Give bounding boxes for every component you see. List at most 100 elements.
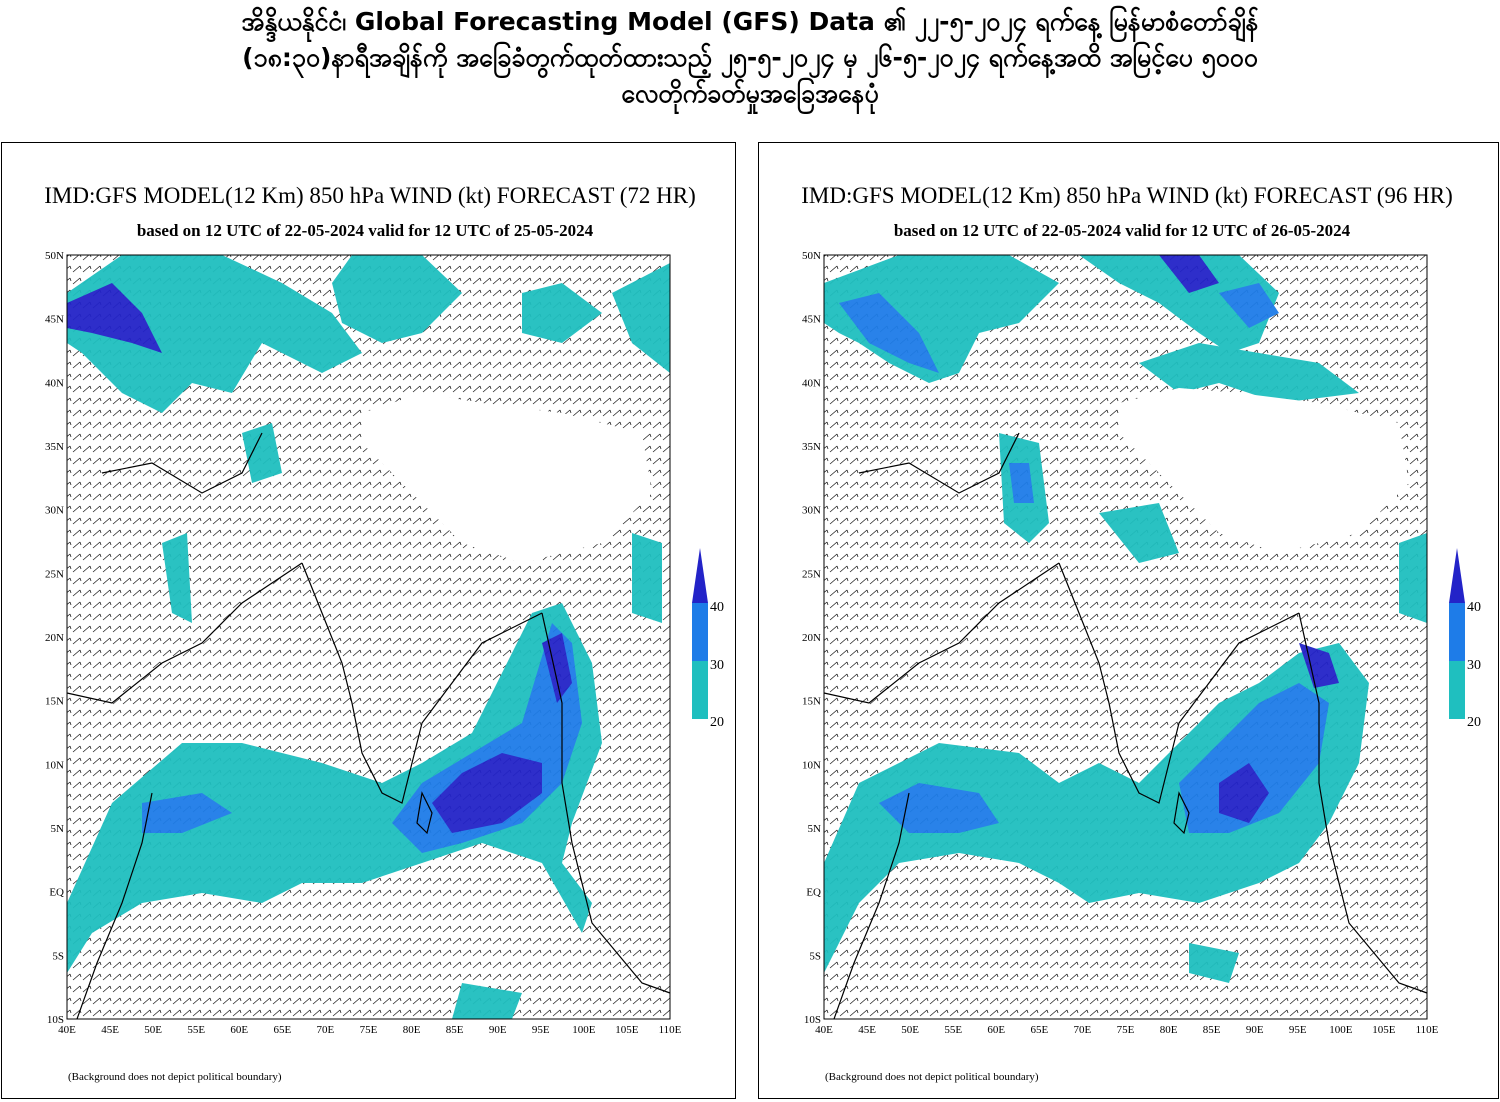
x-tick-label: 80E bbox=[403, 1024, 421, 1036]
x-tick-label: 110E bbox=[1416, 1024, 1439, 1036]
colorbar-30kt bbox=[692, 603, 708, 661]
x-tick-label: 95E bbox=[532, 1024, 550, 1036]
x-tick-label: 100E bbox=[572, 1024, 596, 1036]
colorbar-30kt bbox=[1449, 603, 1465, 661]
x-tick-label: 80E bbox=[1160, 1024, 1178, 1036]
x-tick-label: 105E bbox=[1372, 1024, 1396, 1036]
y-tick-label: 10S bbox=[47, 1014, 64, 1026]
wind-shading bbox=[67, 255, 670, 1019]
x-tick-label: 85E bbox=[446, 1024, 464, 1036]
y-tick-label: 5S bbox=[809, 950, 821, 962]
x-axis-ticks: 40E 45E 50E 55E 60E 65E 70E 75E 80E 85E 90E 95E 100E… bbox=[815, 1024, 1439, 1036]
x-tick-label: 65E bbox=[273, 1024, 291, 1036]
x-tick-label: 60E bbox=[987, 1024, 1005, 1036]
map-area bbox=[66, 254, 671, 1020]
forecast-panel-96hr: IMD:GFS MODEL(12 Km) 850 hPa WIND (kt) F… bbox=[758, 142, 1499, 1099]
shade-20kt bbox=[1079, 255, 1279, 353]
x-tick-label: 55E bbox=[944, 1024, 962, 1036]
shade-30kt bbox=[1219, 283, 1279, 328]
forecast-map-96hr: IMD:GFS MODEL(12 Km) 850 hPa WIND (kt) F… bbox=[801, 183, 1481, 1083]
colorbar-label-40: 40 bbox=[1467, 600, 1481, 615]
map-frame bbox=[823, 254, 1428, 1020]
x-tick-label: 95E bbox=[1289, 1024, 1307, 1036]
x-tick-label: 75E bbox=[1117, 1024, 1135, 1036]
high-terrain-mask bbox=[362, 393, 652, 563]
forecast-map-72hr: IMD:GFS MODEL(12 Km) 850 hPa WIND (kt) F… bbox=[44, 183, 724, 1083]
y-tick-label: 20N bbox=[802, 632, 821, 644]
y-tick-label: 5N bbox=[808, 823, 822, 835]
shade-20kt bbox=[824, 255, 1059, 383]
y-tick-label: 20N bbox=[45, 632, 64, 644]
colorbar-label-40: 40 bbox=[710, 600, 724, 615]
y-tick-label: 45N bbox=[802, 314, 821, 326]
shade-40kt bbox=[1159, 255, 1219, 293]
x-tick-label: 90E bbox=[489, 1024, 507, 1036]
colorbar: 40 30 20 bbox=[1449, 548, 1481, 730]
panel-subtitle: based on 12 UTC of 22-05-2024 valid for … bbox=[137, 221, 594, 240]
shade-20kt bbox=[1399, 533, 1427, 623]
x-tick-label: 85E bbox=[1203, 1024, 1221, 1036]
shade-40kt bbox=[432, 753, 542, 833]
boundary-note: (Background does not depict political bo… bbox=[825, 1071, 1039, 1083]
x-tick-label: 40E bbox=[58, 1024, 76, 1036]
y-tick-label: 30N bbox=[802, 505, 821, 517]
x-tick-label: 45E bbox=[858, 1024, 876, 1036]
y-tick-label: 25N bbox=[45, 568, 64, 580]
x-tick-label: 60E bbox=[230, 1024, 248, 1036]
page-title-line-3: လေတိုက်ခတ်မှုအခြေအနေပုံ bbox=[621, 79, 879, 108]
x-tick-label: 70E bbox=[1074, 1024, 1092, 1036]
shade-40kt bbox=[542, 633, 572, 703]
shade-20kt bbox=[522, 283, 602, 343]
y-tick-label: 10N bbox=[802, 759, 821, 771]
y-tick-label: 15N bbox=[802, 696, 821, 708]
y-tick-label: 50N bbox=[45, 250, 64, 262]
panel-title: IMD:GFS MODEL(12 Km) 850 hPa WIND (kt) F… bbox=[801, 183, 1452, 208]
shade-40kt bbox=[67, 283, 162, 353]
colorbar-40kt bbox=[692, 548, 708, 603]
shade-20kt bbox=[67, 255, 362, 413]
colorbar-20kt bbox=[692, 661, 708, 719]
y-tick-label: 15N bbox=[45, 696, 64, 708]
x-tick-label: 70E bbox=[317, 1024, 335, 1036]
x-axis-ticks: 40E 45E 50E 55E 60E 65E 70E 75E 80E 85E 90E 95E 100E… bbox=[58, 1024, 682, 1036]
high-terrain-mask bbox=[1119, 388, 1409, 553]
y-tick-label: 40N bbox=[45, 377, 64, 389]
shade-20kt bbox=[332, 255, 462, 343]
shade-20kt bbox=[612, 263, 670, 373]
y-tick-label: 50N bbox=[802, 250, 821, 262]
shade-20kt bbox=[1139, 343, 1359, 403]
y-tick-label: 35N bbox=[45, 441, 64, 453]
y-tick-label: 5N bbox=[51, 823, 65, 835]
y-tick-label: 45N bbox=[45, 314, 64, 326]
y-tick-label: 10N bbox=[45, 759, 64, 771]
y-tick-label: 25N bbox=[802, 568, 821, 580]
y-tick-label: EQ bbox=[49, 887, 64, 899]
page-title-line-1: အိန္ဒိယနိုင်ငံ၊ Global Forecasting Model… bbox=[241, 7, 1259, 36]
x-tick-label: 105E bbox=[615, 1024, 639, 1036]
panel-title: IMD:GFS MODEL(12 Km) 850 hPa WIND (kt) F… bbox=[44, 183, 695, 208]
y-tick-label: 30N bbox=[45, 505, 64, 517]
y-axis-ticks: 50N 45N 40N 35N 30N 25N 20N 15N 10N 5N EQ 5S 10S bbox=[802, 250, 821, 1026]
x-tick-label: 40E bbox=[815, 1024, 833, 1036]
x-tick-label: 50E bbox=[901, 1024, 919, 1036]
y-tick-label: 40N bbox=[802, 377, 821, 389]
colorbar-20kt bbox=[1449, 661, 1465, 719]
shade-20kt bbox=[67, 603, 602, 973]
forecast-panel-72hr: IMD:GFS MODEL(12 Km) 850 hPa WIND (kt) F… bbox=[1, 142, 736, 1099]
y-tick-label: 10S bbox=[804, 1014, 821, 1026]
x-tick-label: 75E bbox=[360, 1024, 378, 1036]
shade-30kt bbox=[1009, 463, 1034, 503]
shade-20kt bbox=[632, 533, 662, 623]
coastlines bbox=[823, 432, 1428, 1020]
colorbar-label-20: 20 bbox=[1467, 715, 1481, 730]
shade-20kt bbox=[162, 533, 192, 623]
shade-20kt bbox=[1189, 943, 1239, 983]
shade-20kt bbox=[1099, 503, 1179, 563]
y-axis-ticks: 50N 45N 40N 35N 30N 25N 20N 15N 10N 5N EQ 5S 10S bbox=[45, 250, 64, 1026]
x-tick-label: 100E bbox=[1329, 1024, 1353, 1036]
colorbar: 40 30 20 bbox=[692, 548, 724, 730]
shade-30kt bbox=[839, 293, 939, 373]
boundary-note: (Background does not depict political bo… bbox=[68, 1071, 282, 1083]
shade-30kt bbox=[1179, 683, 1329, 833]
x-tick-label: 45E bbox=[101, 1024, 119, 1036]
